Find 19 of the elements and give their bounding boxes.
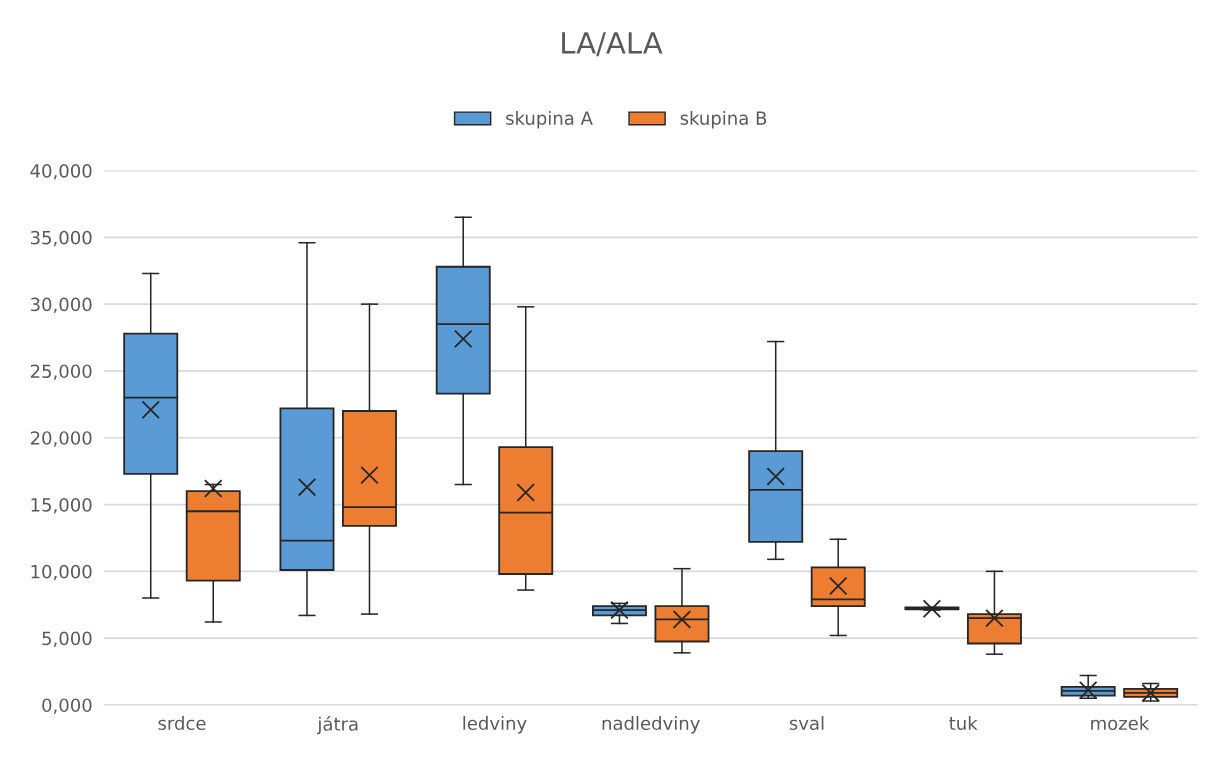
y-tick-label: 40,000	[30, 164, 92, 180]
y-tick-label: 5,000	[42, 631, 92, 648]
x-tick-label: nadledviny	[602, 716, 700, 734]
legend-label: skupina A	[506, 111, 593, 129]
x-tick-label: mozek	[1091, 716, 1150, 731]
y-tick-label: 0,000	[42, 698, 92, 714]
y-tick-label: 35,000	[30, 230, 92, 247]
legend-label: skupina B	[680, 111, 767, 129]
y-tick-label: 30,000	[30, 297, 92, 314]
y-tick-label: 20,000	[30, 431, 92, 447]
x-tick-label: játra	[317, 716, 358, 735]
x-tick-label: ledviny	[463, 716, 527, 734]
x-tick-label: tuk	[949, 716, 978, 731]
y-tick-label: 25,000	[30, 364, 92, 380]
chart-title: LA/ALA	[562, 32, 663, 57]
x-tick-label: srdce	[158, 716, 206, 731]
y-tick-label: 15,000	[31, 498, 92, 514]
y-tick-label: 10,000	[31, 564, 92, 581]
x-tick-label: sval	[789, 716, 824, 731]
